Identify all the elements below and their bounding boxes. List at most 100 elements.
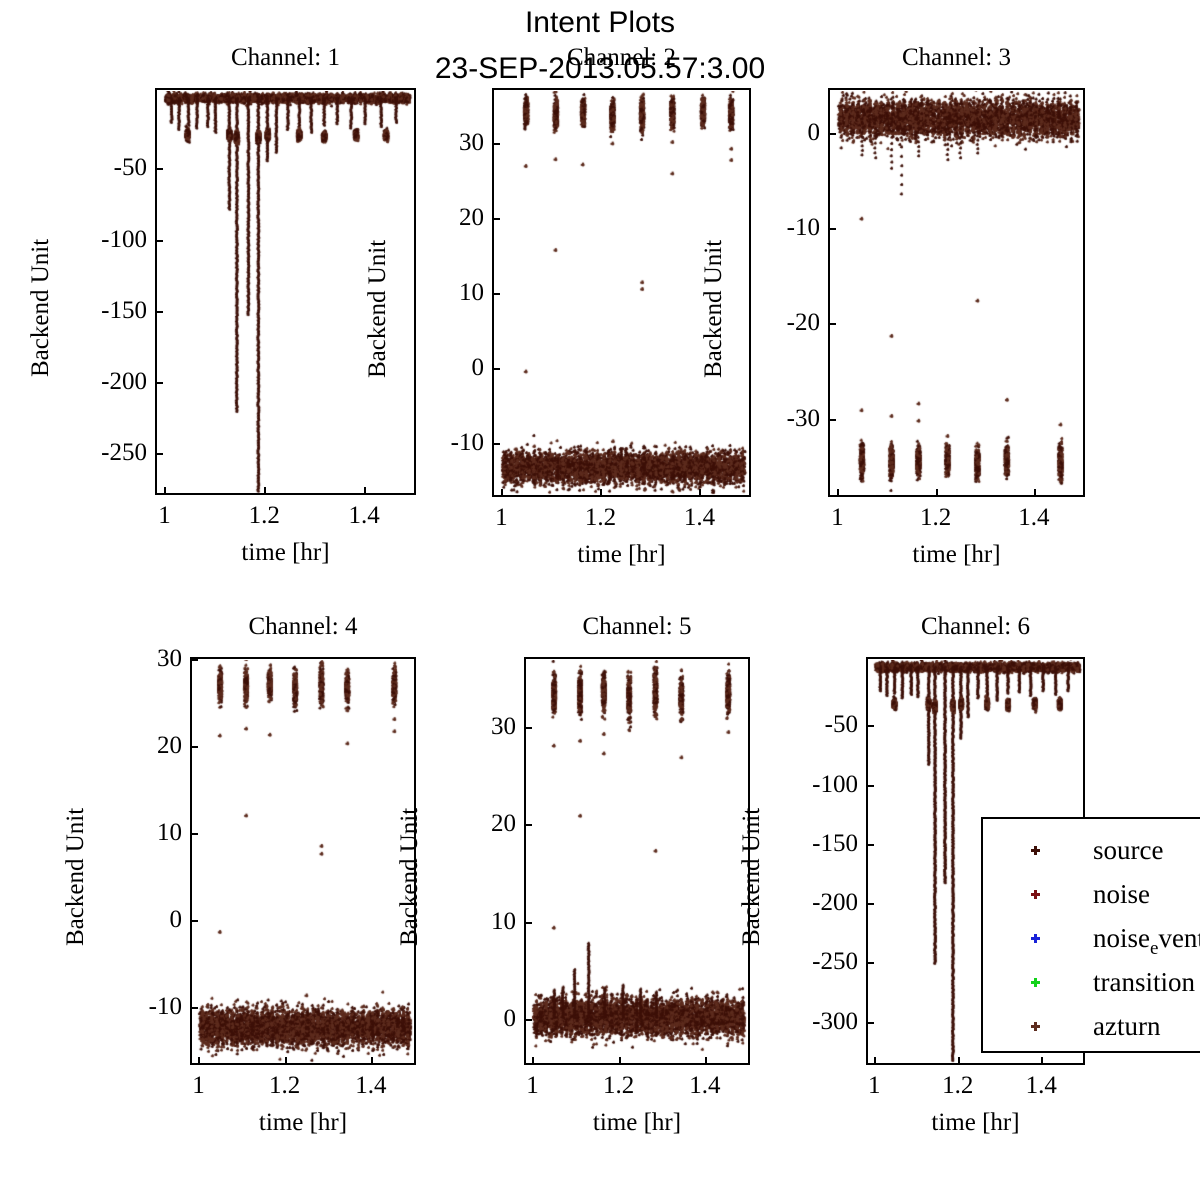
x-tick-label: 1.4	[689, 1072, 721, 1099]
x-tick-mark	[284, 1057, 287, 1065]
y-tick-label: 10	[459, 278, 484, 306]
x-tick-label: 1	[495, 504, 508, 531]
x-tick-mark	[1033, 489, 1036, 497]
y-tick-mark	[155, 310, 163, 313]
y-tick-mark	[524, 1019, 532, 1022]
y-tick-mark	[828, 323, 836, 326]
axes-channel-5	[524, 657, 750, 1065]
y-tick-label: -300	[812, 1007, 858, 1035]
x-tick-mark	[264, 487, 267, 495]
y-tick-mark	[190, 659, 198, 661]
legend-item-transition: transition	[983, 959, 1200, 1005]
y-tick-mark	[828, 228, 836, 231]
y-tick-label: -200	[101, 367, 147, 395]
x-tick-label: 1.4	[683, 504, 716, 531]
legend: sourcenoisenoiseeventtransitionazturn	[981, 817, 1200, 1053]
x-tick-mark	[600, 489, 603, 497]
x-tick-mark	[532, 1057, 535, 1065]
y-tick-mark	[524, 824, 532, 827]
y-tick-label: 30	[459, 128, 484, 156]
y-axis-label: Backend Unit	[738, 807, 765, 946]
y-tick-mark	[492, 367, 500, 370]
legend-label: source	[1093, 835, 1164, 865]
y-tick-label: -10	[786, 214, 820, 242]
legend-item-azturn: azturn	[983, 1003, 1200, 1049]
y-tick-mark	[155, 453, 163, 456]
x-axis-label: time [hr]	[912, 541, 1001, 568]
x-tick-label: 1	[526, 1072, 539, 1099]
x-tick-mark	[957, 1057, 960, 1065]
axes-channel-1	[155, 88, 416, 495]
legend-label-subscript: e	[1150, 938, 1159, 959]
x-tick-label: 1.4	[348, 502, 380, 529]
x-axis-label: time [hr]	[577, 541, 666, 568]
legend-marker-icon	[1031, 978, 1040, 987]
x-axis-label: time [hr]	[592, 1109, 682, 1136]
y-tick-label: 10	[491, 907, 516, 935]
axes-channel-2	[492, 88, 751, 497]
x-tick-label: 1.2	[942, 1072, 974, 1099]
scatter-plot-area-channel-3	[831, 91, 1084, 496]
legend-marker-icon	[1031, 890, 1040, 899]
x-tick-label: 1	[831, 504, 844, 531]
y-tick-mark	[492, 292, 500, 295]
x-tick-label: 1.4	[355, 1072, 387, 1099]
x-tick-mark	[364, 487, 367, 495]
x-tick-mark	[164, 487, 167, 495]
y-tick-mark	[190, 919, 198, 922]
axes-channel-4	[190, 657, 416, 1065]
y-tick-mark	[828, 418, 836, 421]
legend-marker-icon	[1031, 1022, 1040, 1031]
x-tick-label: 1.2	[584, 504, 617, 531]
scatter-plot-area-channel-5	[527, 660, 749, 1064]
x-tick-mark	[1041, 1057, 1044, 1065]
x-tick-label: 1	[192, 1072, 205, 1099]
figure-title: Intent Plots	[524, 6, 676, 39]
y-tick-mark	[866, 1021, 874, 1024]
y-tick-mark	[492, 217, 500, 220]
y-tick-mark	[155, 381, 163, 384]
scatter-plot-area-channel-4	[193, 660, 415, 1064]
y-tick-mark	[866, 725, 874, 728]
x-tick-mark	[874, 1057, 877, 1065]
y-tick-mark	[866, 903, 874, 906]
axes-channel-3	[828, 88, 1085, 497]
y-tick-label: -50	[824, 711, 858, 739]
y-tick-mark	[492, 442, 500, 445]
x-tick-label: 1.2	[603, 1072, 635, 1099]
legend-marker-icon	[1031, 934, 1040, 943]
x-tick-label: 1.2	[919, 504, 952, 531]
y-tick-label: 0	[169, 905, 183, 933]
x-tick-label: 1.4	[1018, 504, 1050, 531]
x-tick-mark	[837, 489, 840, 497]
y-tick-label: -250	[101, 439, 147, 467]
y-tick-mark	[190, 832, 198, 835]
y-tick-label: -50	[113, 154, 147, 182]
y-tick-mark	[190, 1006, 198, 1009]
x-tick-label: 1	[158, 502, 171, 529]
legend-item-source: source	[983, 827, 1200, 873]
y-tick-label: -200	[812, 889, 858, 917]
y-axis-label: Backend Unit	[62, 807, 89, 946]
x-tick-mark	[699, 489, 702, 497]
y-tick-label: -250	[812, 948, 858, 976]
y-tick-mark	[866, 843, 874, 846]
y-tick-mark	[492, 142, 500, 145]
y-tick-mark	[866, 962, 874, 965]
x-tick-label: 1	[868, 1072, 881, 1099]
scatter-plot-area-channel-2	[495, 91, 750, 496]
panel-title-channel-5: Channel: 5	[582, 613, 692, 640]
figure-subtitle: 23-SEP-2013.05.57:3.00	[434, 52, 766, 85]
y-tick-mark	[828, 132, 836, 135]
panel-title-channel-4: Channel: 4	[248, 613, 358, 640]
y-axis-label: Backend Unit	[27, 238, 54, 377]
y-tick-label: 20	[491, 810, 516, 838]
x-tick-mark	[501, 489, 504, 497]
y-tick-label: 10	[157, 818, 182, 846]
y-tick-label: 20	[459, 203, 484, 231]
y-tick-mark	[866, 784, 874, 787]
x-tick-mark	[618, 1057, 621, 1065]
y-tick-label: -10	[148, 992, 182, 1020]
